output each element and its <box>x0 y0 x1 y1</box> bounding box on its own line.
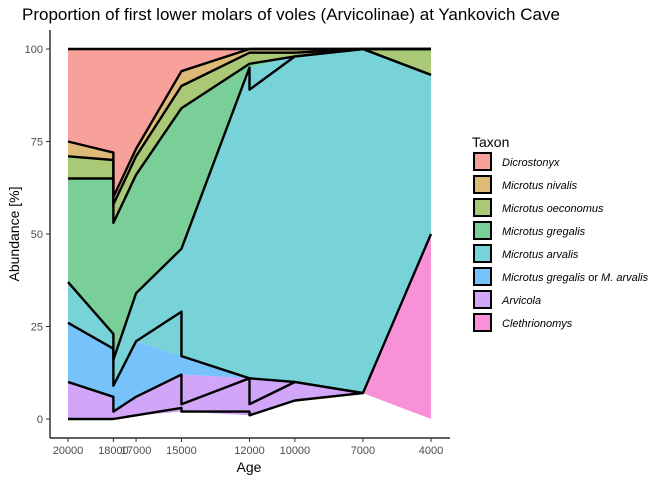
legend-key-microtus-gregalis <box>473 221 492 240</box>
area-dicrostonyx <box>68 49 431 197</box>
legend-key-microtus-nivalis <box>473 175 492 194</box>
line-microtus-gregalis-or-m-arvalis <box>67 373 364 413</box>
x-tick-label: 4000 <box>419 445 443 457</box>
legend-label-microtus-nivalis: Microtus nivalis <box>502 180 578 192</box>
y-tick-label: 75 <box>31 137 43 149</box>
area-microtus-gregalis-or-m-arvalis <box>68 234 431 412</box>
x-tick-label: 12000 <box>234 445 265 457</box>
legend-key-microtus-oeconomus <box>473 198 492 217</box>
legend-label-arvicola: Arvicola <box>501 295 541 307</box>
legend-key-arvicola <box>473 290 492 309</box>
y-tick-label: 25 <box>31 322 43 334</box>
x-tick-label: 17000 <box>121 445 152 457</box>
legend-label-microtus-arvalis: Microtus arvalis <box>502 249 579 261</box>
area-microtus-arvalis <box>68 49 431 394</box>
legend-key-microtus-gregalis-or-m-arvalis <box>473 267 492 286</box>
y-axis-label: Abundance [%] <box>6 187 22 282</box>
y-tick-label: 0 <box>37 414 43 426</box>
y-tick-label: 50 <box>31 229 43 241</box>
line-microtus-gregalis <box>67 47 432 361</box>
x-tick-label: 15000 <box>166 445 197 457</box>
area-microtus-gregalis <box>68 49 431 360</box>
chart-title: Proportion of first lower molars of vole… <box>22 5 560 24</box>
legend-key-dicrostonyx <box>473 152 492 171</box>
x-axis-label: Age <box>237 459 262 475</box>
legend-label-microtus-gregalis: Microtus gregalis <box>502 226 586 238</box>
legend-key-microtus-arvalis <box>473 244 492 263</box>
x-tick-label: 7000 <box>351 445 375 457</box>
legend-label-clethrionomys: Clethrionomys <box>502 318 573 330</box>
x-tick-label: 20000 <box>53 445 84 457</box>
line-microtus-nivalis <box>67 47 431 206</box>
legend-label-dicrostonyx: Dicrostonyx <box>502 157 560 169</box>
legend-title: Taxon <box>472 134 509 150</box>
legend: Taxon Dicrostonyx Microtus nivalis Microtu… <box>472 134 649 332</box>
area-clethrionomys <box>68 234 431 419</box>
y-tick-label: 100 <box>25 44 43 56</box>
x-tick-label: 10000 <box>280 445 311 457</box>
legend-label-microtus-gregalis-or-m-arvalis: Microtus gregalis or M. arvalis <box>502 272 649 284</box>
plot-boundaries <box>67 47 433 421</box>
y-ticks: 0 25 50 75 100 <box>25 44 50 426</box>
x-tick-label: 18000 <box>98 445 129 457</box>
legend-key-clethrionomys <box>473 313 492 332</box>
legend-label-microtus-oeconomus: Microtus oeconomus <box>502 203 604 215</box>
line-arvicola <box>68 391 364 421</box>
